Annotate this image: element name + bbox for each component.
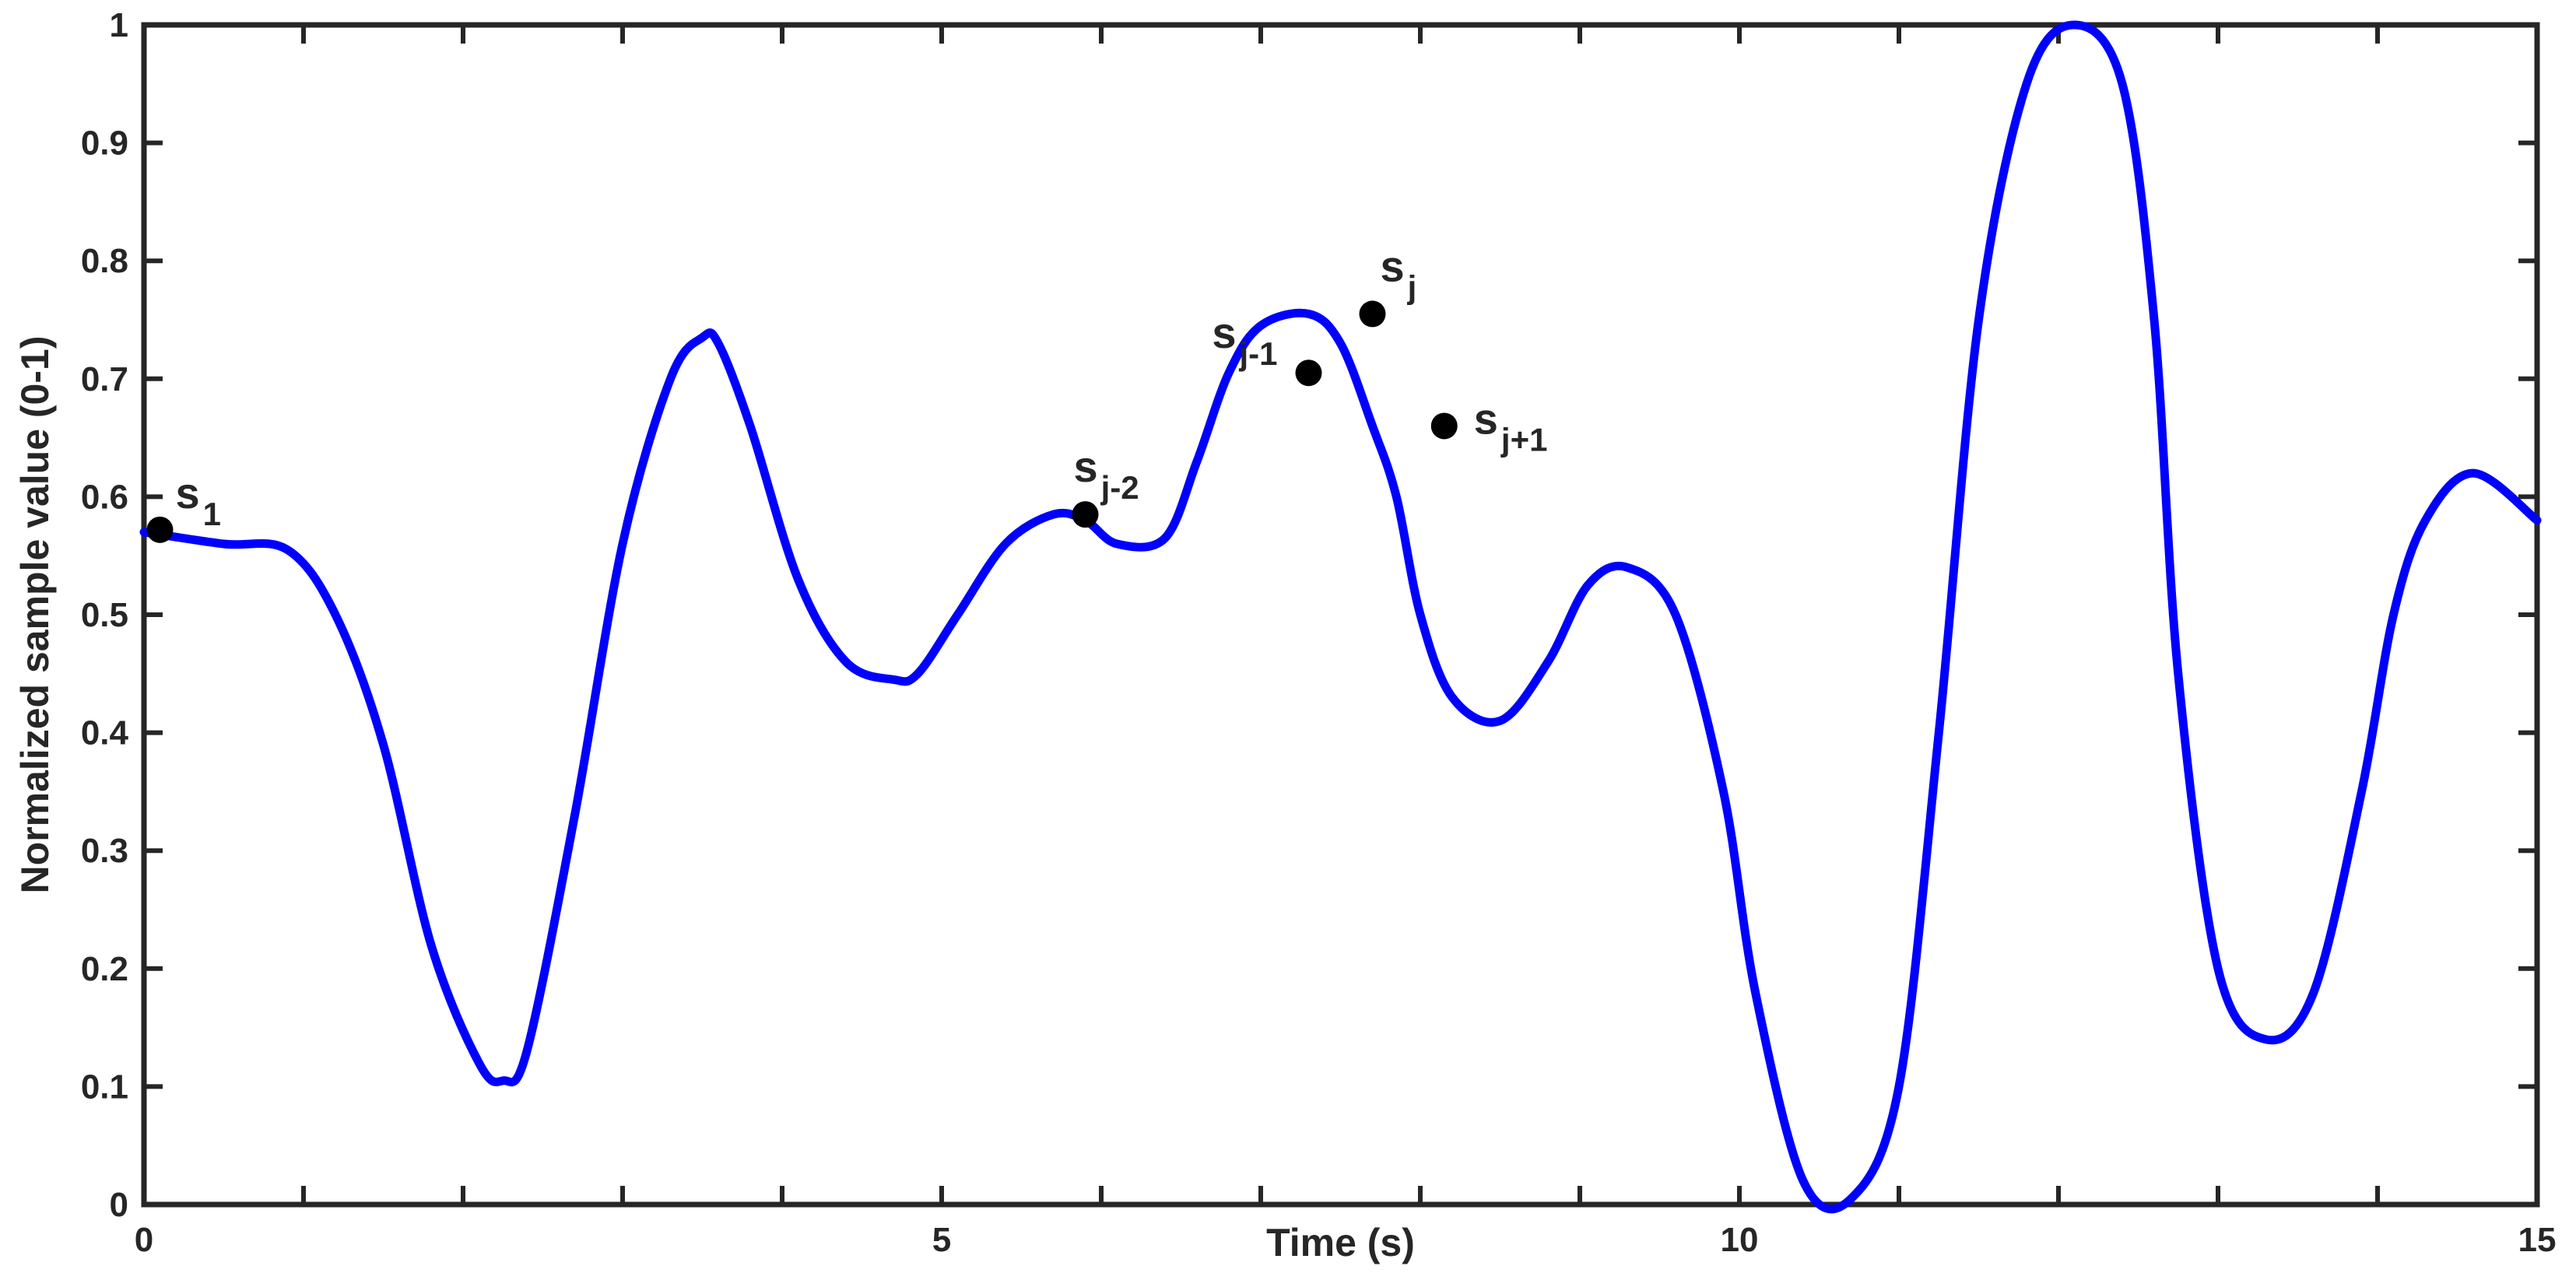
y-tick-label: 0.5 bbox=[81, 596, 128, 634]
x-tick-label: 0 bbox=[135, 1221, 153, 1259]
x-axis-label: Time (s) bbox=[1266, 1221, 1415, 1264]
axis-labels: Time (s) Normalized sample value (0-1) bbox=[13, 336, 1415, 1264]
marker-layer: s1 sj-2 sj-1 sj sj+1 bbox=[146, 241, 1548, 543]
sample-label: sj-2 bbox=[1074, 442, 1139, 506]
sample-label: s1 bbox=[176, 468, 222, 532]
sample-marker bbox=[1295, 359, 1322, 387]
x-tick-label: 5 bbox=[932, 1221, 951, 1259]
tick-labels: 0 5 10 15 0 0.1 0.2 0.3 0.4 0.5 0.6 0.7 0.8 0.9 1 bbox=[81, 6, 2557, 1259]
y-tick-label: 0.6 bbox=[81, 478, 128, 516]
sample-marker bbox=[1359, 300, 1386, 328]
y-tick-label: 0.2 bbox=[81, 950, 128, 988]
y-tick-label: 0.9 bbox=[81, 124, 128, 163]
y-tick-label: 1 bbox=[110, 6, 128, 44]
plot-frame bbox=[141, 22, 2540, 1208]
plot-border bbox=[141, 22, 2540, 1208]
series-line bbox=[139, 20, 2542, 1214]
y-tick-label: 0.8 bbox=[81, 242, 128, 280]
sample-marker bbox=[1072, 501, 1099, 528]
y-tick-label: 0.7 bbox=[81, 360, 128, 398]
x-tick-label: 10 bbox=[1721, 1221, 1759, 1259]
sample-label: sj-1 bbox=[1212, 308, 1277, 372]
sample-marker bbox=[146, 516, 174, 543]
sample-label: sj bbox=[1381, 241, 1417, 305]
tick-marks bbox=[142, 23, 2539, 1207]
y-axis-label: Normalized sample value (0-1) bbox=[13, 336, 57, 894]
y-tick-label: 0 bbox=[110, 1186, 128, 1224]
y-tick-label: 0.4 bbox=[81, 714, 129, 752]
series-layer bbox=[139, 20, 2542, 1214]
sample-label: sj+1 bbox=[1474, 394, 1548, 458]
y-tick-label: 0.1 bbox=[81, 1068, 128, 1106]
x-tick-label: 15 bbox=[2518, 1221, 2557, 1259]
sample-marker bbox=[1430, 412, 1458, 440]
y-tick-label: 0.3 bbox=[81, 832, 128, 870]
